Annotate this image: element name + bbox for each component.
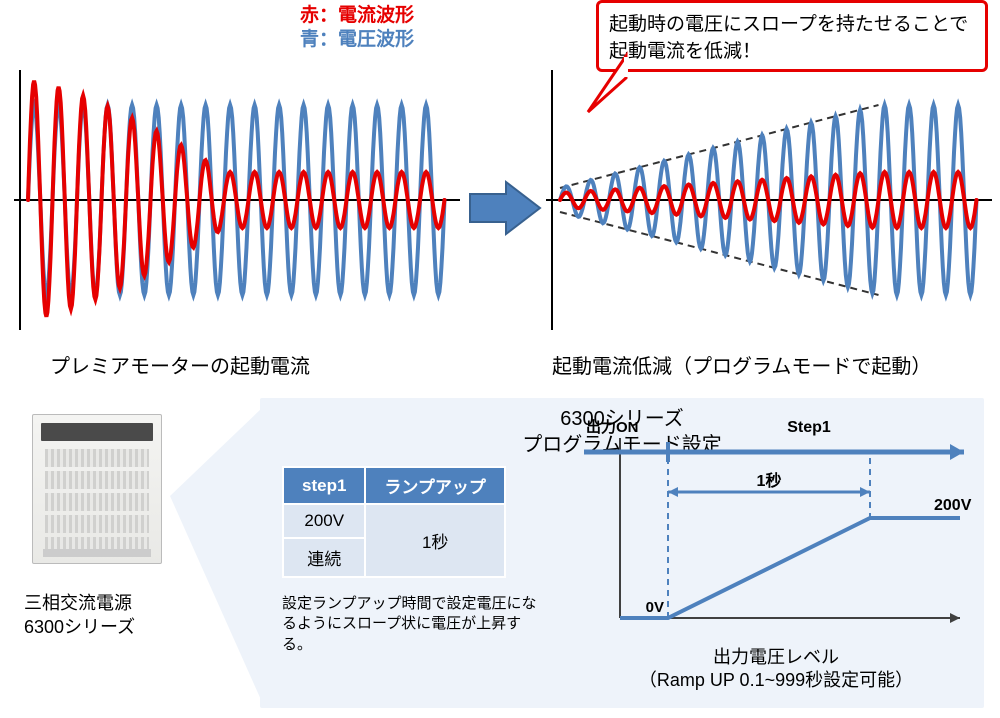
table-header-ramp: ランプアップ [365,467,505,504]
left-wave-caption: プレミアモーターの起動電流 [50,350,310,379]
device-label: 三相交流電源 6300シリーズ [24,591,135,640]
svg-text:200V: 200V [934,497,972,514]
bottom-section: 三相交流電源 6300シリーズ 6300シリーズ プログラムモード設定 step… [0,396,1000,716]
ramp-chart: 出力ON Step1 1秒 200V 0V [578,408,974,658]
svg-text:出力ON: 出力ON [586,418,639,436]
ramp-caption-line2: （Ramp UP 0.1~999秒設定可能） [639,670,913,690]
svg-text:1秒: 1秒 [757,471,782,490]
transition-arrow-icon [466,178,546,238]
table-cell-continuous: 連続 [283,538,365,577]
zoom-triangle-icon [170,406,270,706]
svg-text:0V: 0V [646,599,664,616]
ramp-caption: 出力電圧レベル （Ramp UP 0.1~999秒設定可能） [578,646,974,693]
table-cell-voltage: 200V [283,504,365,538]
device-label-line1: 三相交流電源 [24,591,135,615]
table-header-step: step1 [283,467,365,504]
table-cell-ramp-time: 1秒 [365,504,505,577]
svg-text:Step1: Step1 [787,419,831,436]
ramp-caption-line1: 出力電圧レベル [713,647,839,667]
settings-table: step1 ランプアップ 200V 1秒 連続 [282,466,506,578]
device-photo [32,414,162,574]
table-note: 設定ランプアップ時間で設定電圧になるようにスロープ状に電圧が上昇する。 [282,594,538,655]
right-wave-caption: 起動電流低減（プログラムモードで起動） [552,350,931,379]
device-illustration [32,414,162,564]
settings-panel: 6300シリーズ プログラムモード設定 step1 ランプアップ 200V 1秒… [260,398,984,708]
device-label-line2: 6300シリーズ [24,615,135,639]
